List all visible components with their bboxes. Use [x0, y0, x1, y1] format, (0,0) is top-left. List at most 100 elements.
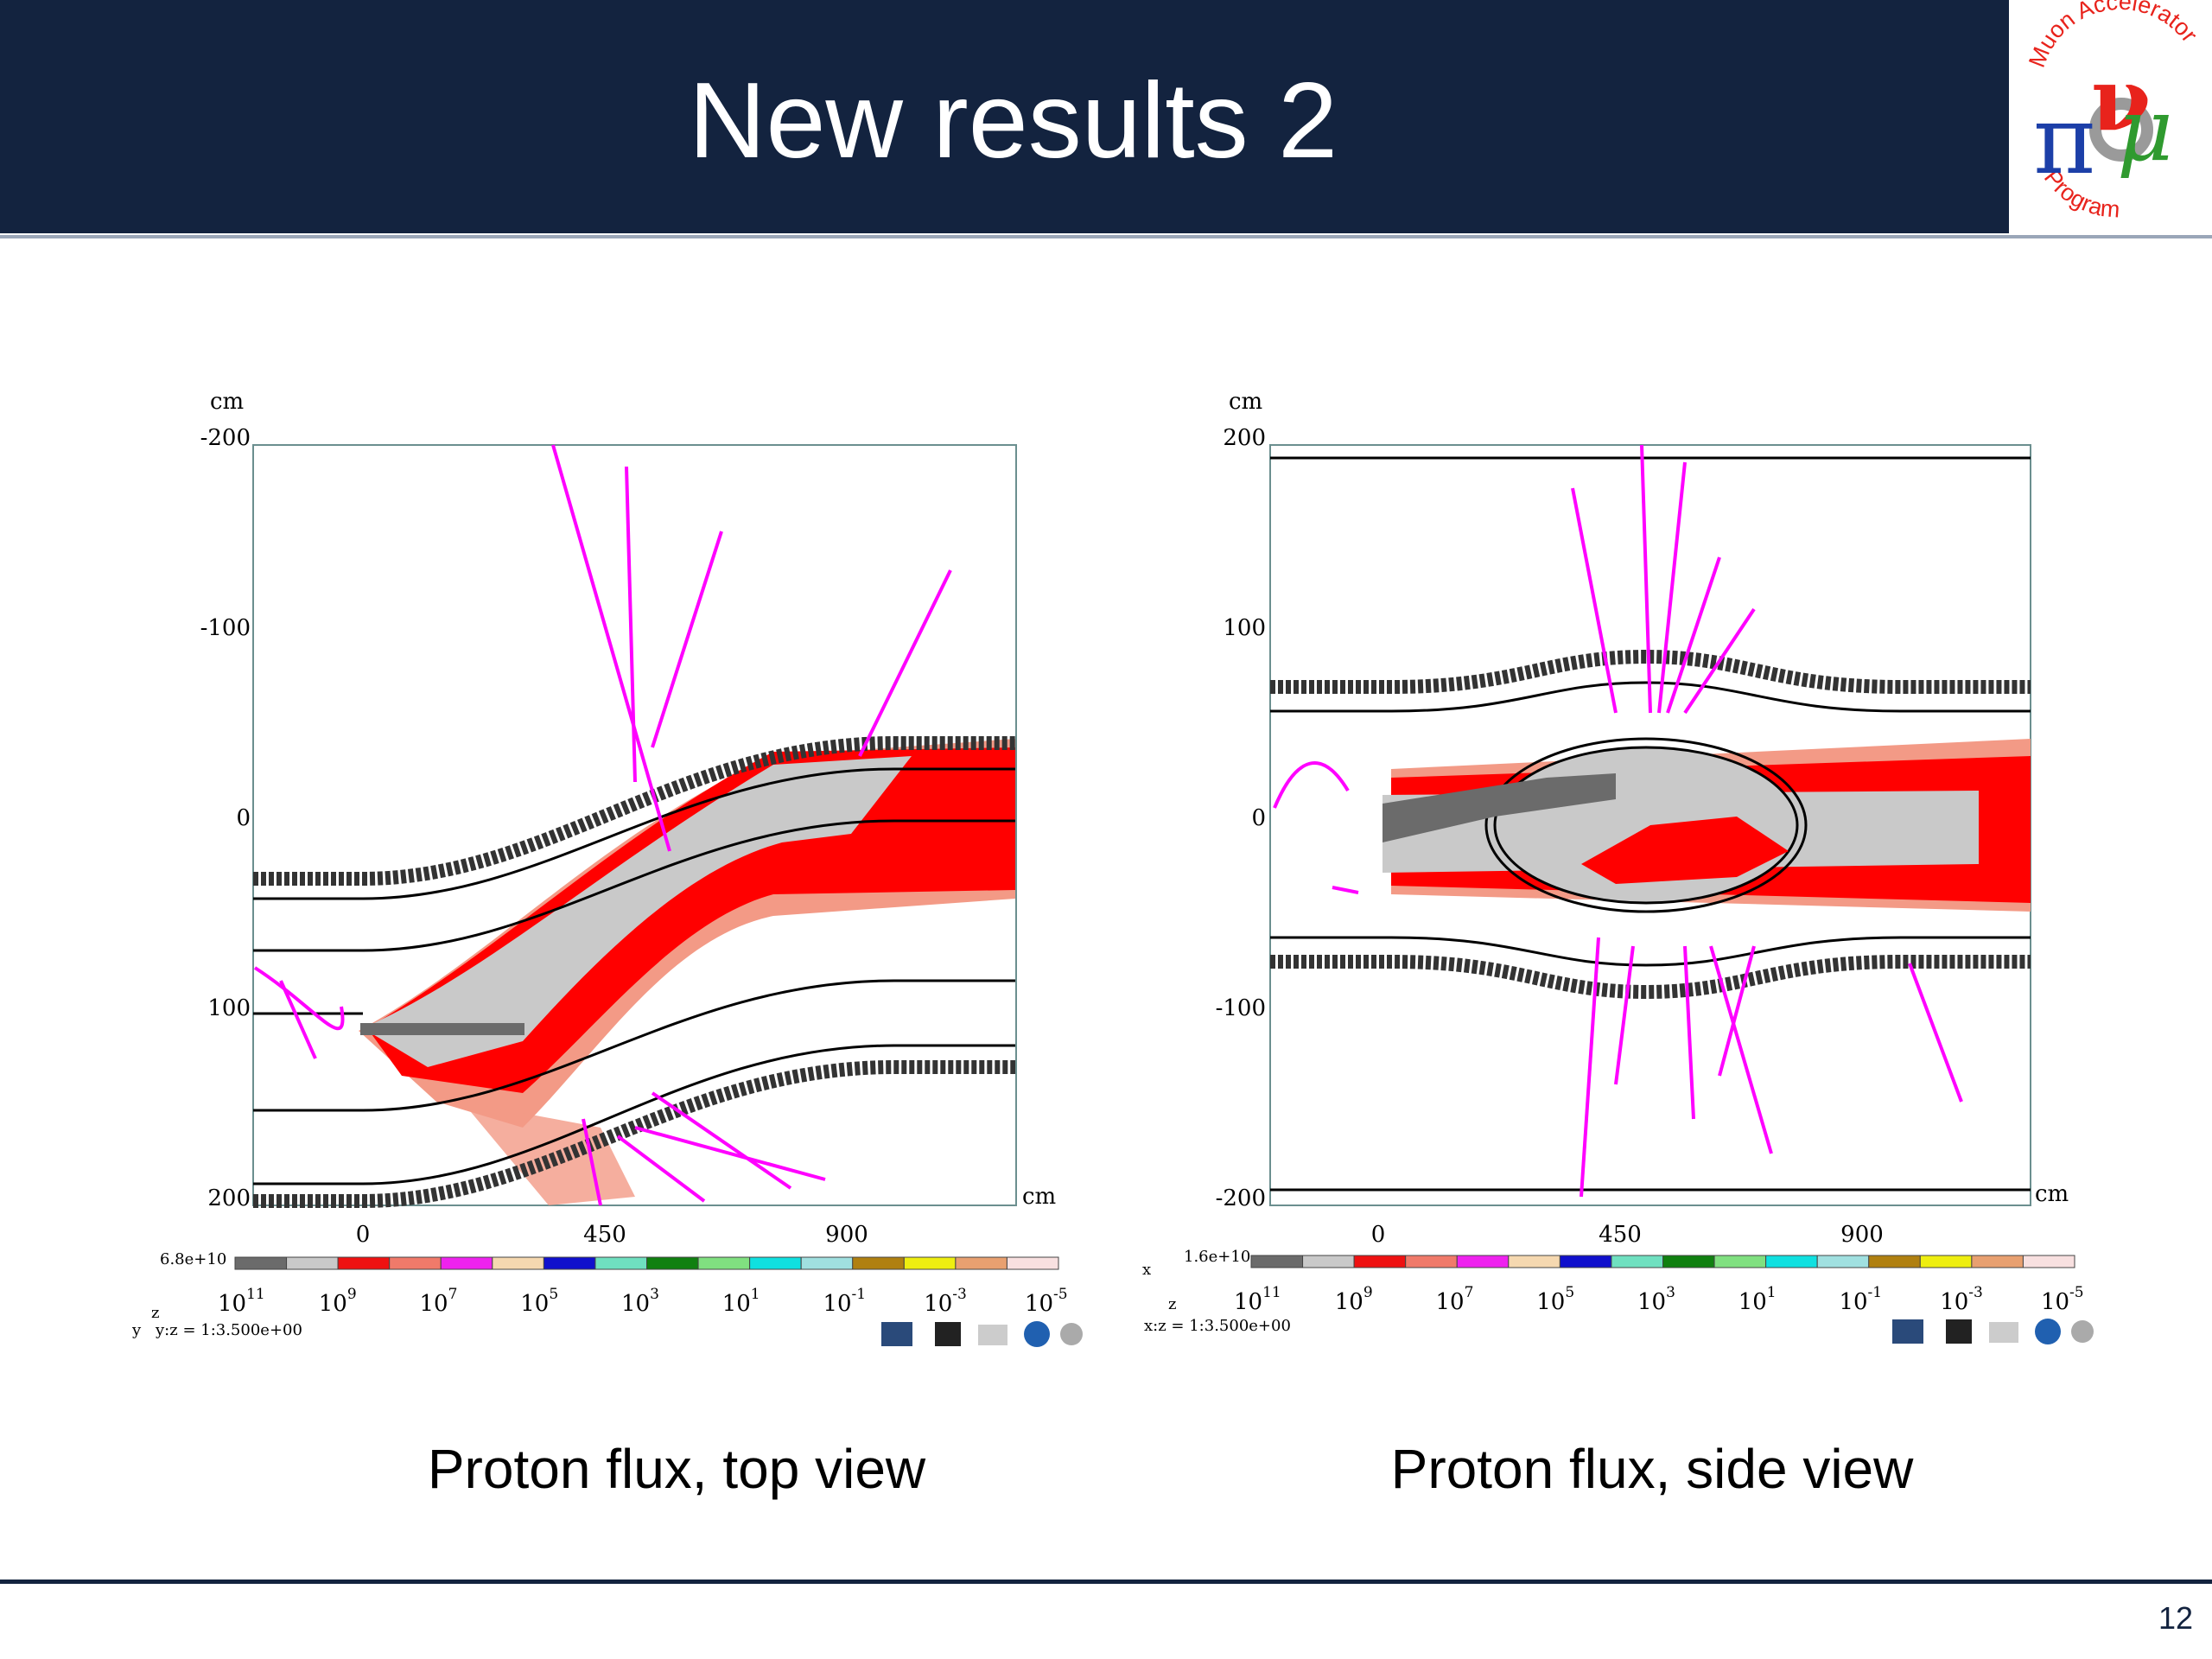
colorbar-swatch — [800, 1256, 854, 1270]
colorbar-swatch — [1405, 1255, 1458, 1268]
x-tick: 450 — [1599, 1222, 1642, 1248]
y-tick: 200 — [207, 1185, 251, 1211]
axis-v-label: x — [1142, 1261, 1151, 1279]
colorbar-swatch — [2022, 1255, 2075, 1268]
coil-bottom-outer — [253, 1060, 1015, 1208]
colorbar-label: 10-1 — [1839, 1284, 1882, 1315]
footer-rule — [0, 1580, 2212, 1584]
colorbar-swatch — [646, 1256, 699, 1270]
pipe-top-line — [253, 767, 1015, 900]
colorbar-swatch — [1816, 1255, 1870, 1268]
colorbar-swatch — [594, 1256, 647, 1270]
x-tick: 0 — [356, 1222, 371, 1248]
colorbar-label: 1011 — [218, 1286, 265, 1317]
pipe-bottom-line — [1270, 936, 2031, 967]
colorbar-label: 107 — [419, 1286, 457, 1317]
y-unit-label: cm — [210, 389, 244, 415]
flux-dark-target — [360, 1023, 524, 1035]
colorbar-swatch — [1662, 1255, 1715, 1268]
x-tick: 900 — [1840, 1222, 1884, 1248]
colorbar-swatch — [1508, 1255, 1560, 1268]
page-number: 12 — [2158, 1600, 2193, 1636]
flux-magenta-tracks — [253, 444, 952, 1206]
proton-flux-side-view-plot: cm 200 100 0 -100 -200 — [1132, 385, 2100, 1352]
colorbar-swatch — [1006, 1256, 1059, 1270]
colorbar-label: 10-5 — [1025, 1286, 1068, 1317]
colorbar-swatch — [1713, 1255, 1767, 1268]
colorbar-label: 103 — [621, 1286, 659, 1317]
colorbar-swatch — [1250, 1255, 1304, 1268]
coil-top-outer — [253, 736, 1015, 886]
proton-flux-top-view-plot: cm -200 -100 0 100 200 — [117, 385, 1084, 1352]
axis-h-label: z — [1168, 1295, 1176, 1313]
title-bar-rule — [0, 235, 2212, 238]
colorbar-label: 105 — [1536, 1284, 1574, 1315]
y-tick: 200 — [1223, 425, 1266, 451]
logo-pi: π — [2033, 85, 2095, 195]
colorbar-swatch — [697, 1256, 751, 1270]
muon-accelerator-program-logo: Muon Accelerator Program π ν μ — [2009, 0, 2212, 233]
colorbar-swatch — [852, 1256, 905, 1270]
x-tick: 900 — [825, 1222, 868, 1248]
colorbar-swatch — [234, 1256, 288, 1270]
colorbar-swatch — [543, 1256, 596, 1270]
y-tick: -100 — [200, 615, 251, 641]
flux-red-inner — [1581, 817, 1789, 884]
taskbar-icons — [881, 1321, 1083, 1347]
colorbar-swatch — [1559, 1255, 1612, 1268]
caption-top-view: Proton flux, top view — [427, 1438, 926, 1500]
colorbar-swatch — [389, 1256, 442, 1270]
x-unit-label: cm — [2035, 1181, 2069, 1207]
colorbar-max-label: 6.8e+10 — [160, 1250, 226, 1268]
colorbar-swatch — [1353, 1255, 1407, 1268]
caption-side-view: Proton flux, side view — [1390, 1438, 1914, 1500]
colorbar-label: 10-3 — [924, 1286, 967, 1317]
y-tick: -100 — [1216, 995, 1266, 1021]
colorbar-label: 105 — [520, 1286, 558, 1317]
axis-v-label: y — [131, 1321, 142, 1339]
colorbar-label: 109 — [319, 1286, 357, 1317]
colorbar-swatch — [440, 1256, 493, 1270]
y-tick: 0 — [1251, 805, 1266, 831]
aspect-ratio-label: x:z = 1:3.500e+00 — [1144, 1317, 1291, 1335]
logo-nu: ν — [2091, 48, 2151, 150]
colorbar-swatch — [1611, 1255, 1663, 1268]
flux-core-outline — [1484, 737, 1808, 913]
coil-top — [1270, 649, 2031, 694]
colorbar-label: 10-5 — [2041, 1284, 2084, 1315]
pipe-bottom-line — [253, 1044, 1015, 1185]
colorbar-swatch — [337, 1256, 391, 1270]
colorbar-label: 10-3 — [1940, 1284, 1983, 1315]
colorbar-max-label: 1.6e+10 — [1184, 1248, 1250, 1266]
flux-dark-target — [1382, 773, 1616, 842]
colorbar-swatch — [1302, 1255, 1355, 1268]
y-tick: 100 — [207, 995, 251, 1021]
colorbar-swatch — [1868, 1255, 1921, 1268]
y-tick: 0 — [236, 805, 251, 831]
taskbar-icons — [1892, 1319, 2094, 1344]
colorbar-swatch — [1456, 1255, 1510, 1268]
flux-salmon-spray — [462, 1102, 635, 1205]
logo-ring — [2089, 98, 2153, 162]
x-unit-label: cm — [1022, 1184, 1056, 1210]
x-tick: 0 — [1371, 1222, 1386, 1248]
colorbar-label: 10-1 — [823, 1286, 866, 1317]
title-bar — [0, 0, 2212, 233]
colorbar-label: 107 — [1435, 1284, 1473, 1315]
colorbar-label: 1011 — [1234, 1284, 1281, 1315]
colorbar-label: 101 — [1738, 1284, 1777, 1315]
colorbar-swatch — [492, 1256, 544, 1270]
y-tick: 100 — [1223, 615, 1266, 641]
colorbar-swatch — [955, 1256, 1007, 1270]
colorbar-swatch — [903, 1256, 957, 1270]
axis-h-label: z — [151, 1304, 159, 1322]
colorbar: 1011 109 107 105 103 101 10-1 10-3 10-5 — [218, 1256, 1068, 1317]
logo-graphic: Muon Accelerator Program π ν μ — [2024, 0, 2202, 223]
coil-bottom — [1270, 955, 2031, 1000]
pipe-top-line — [1270, 681, 2031, 713]
colorbar-swatch — [1765, 1255, 1818, 1268]
pipe-lower-line — [253, 979, 1015, 1112]
colorbar-label: 101 — [722, 1286, 760, 1317]
x-tick: 450 — [583, 1222, 626, 1248]
colorbar-swatch — [1919, 1255, 1973, 1268]
